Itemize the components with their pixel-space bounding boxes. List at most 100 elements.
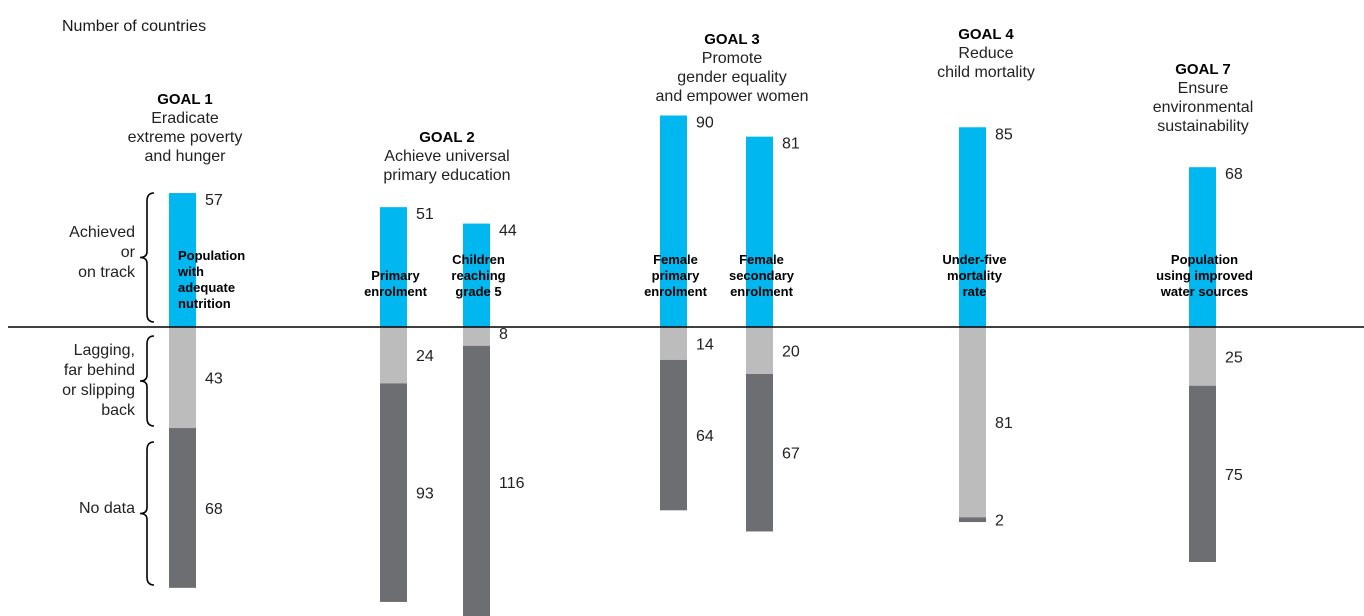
value-lagging-4: 14 <box>696 336 714 353</box>
indicator-label-line: Children <box>452 252 505 267</box>
goal-description-4: Reduce child mortality <box>937 45 1035 81</box>
brace-no-data <box>139 441 155 586</box>
value-achieved-4: 90 <box>696 115 714 132</box>
value-lagging-1: 43 <box>205 371 223 388</box>
status-label-line: back <box>101 402 136 419</box>
bar-no-data-1 <box>169 428 196 588</box>
goal-name-3: GOAL 3 <box>704 31 760 48</box>
goal-description-line: and empower women <box>656 88 809 105</box>
indicator-label-2: Primary enrolment <box>364 268 428 299</box>
indicator-label-line: enrolment <box>644 284 708 299</box>
value-achieved-2: 51 <box>416 206 434 223</box>
indicator-label-line: Under-five <box>942 252 1006 267</box>
goal-description-line: child mortality <box>937 64 1035 81</box>
bar-lagging-4 <box>660 327 687 360</box>
value-no-data-5: 67 <box>782 446 800 463</box>
value-achieved-5: 81 <box>782 136 800 153</box>
bar-achieved-6 <box>959 127 986 327</box>
goal-name-4: GOAL 4 <box>958 26 1014 43</box>
bar-lagging-5 <box>746 327 773 374</box>
status-label-lagging: Lagging, far behind or slipping back <box>62 342 136 419</box>
goal-description-1: Eradicate extreme poverty and hunger <box>128 110 243 165</box>
bar-no-data-3 <box>463 345 490 616</box>
value-no-data-3: 116 <box>499 475 525 492</box>
status-label-line: Lagging, <box>74 342 135 359</box>
value-lagging-7: 25 <box>1225 349 1243 366</box>
value-lagging-2: 24 <box>416 348 434 365</box>
brace-lagging <box>139 335 155 427</box>
goal-description-line: Ensure <box>1178 80 1229 97</box>
indicator-label-line: mortality <box>947 268 1003 283</box>
value-no-data-7: 75 <box>1225 467 1243 484</box>
value-lagging-6: 81 <box>995 415 1013 432</box>
indicator-label-5: Female secondary enrolment <box>729 252 795 299</box>
status-label-line: on track <box>78 264 136 281</box>
goal-description-line: sustainability <box>1157 118 1249 135</box>
bar-no-data-7 <box>1189 385 1216 562</box>
bar-achieved-4 <box>660 115 687 327</box>
bar-lagging-1 <box>169 327 196 429</box>
goal-description-line: extreme poverty <box>128 129 243 146</box>
indicator-label-line: enrolment <box>364 284 428 299</box>
indicator-label-line: using improved <box>1156 268 1253 283</box>
bar-achieved-5 <box>746 136 773 327</box>
goal-description-5: Ensure environmental sustainability <box>1153 80 1254 135</box>
goal-description-line: gender equality <box>677 69 786 86</box>
goal-description-line: environmental <box>1153 99 1254 116</box>
bar-achieved-7 <box>1189 167 1216 327</box>
indicator-label-4: Female primary enrolment <box>644 252 708 299</box>
y-axis-label: Number of countries <box>62 18 206 35</box>
status-label-line: or <box>121 244 136 261</box>
indicator-label-line: water sources <box>1160 284 1248 299</box>
status-label-no-data: No data <box>79 500 135 517</box>
indicator-label-line: secondary <box>729 268 795 283</box>
indicator-label-line: primary <box>652 268 700 283</box>
bar-achieved-3 <box>463 223 490 327</box>
indicator-label-line: Female <box>739 252 784 267</box>
value-lagging-5: 20 <box>782 344 800 361</box>
status-label-line: far behind <box>64 362 135 379</box>
indicator-label-line: enrolment <box>730 284 794 299</box>
bar-no-data-5 <box>746 374 773 532</box>
goal-description-2: Achieve universal primary education <box>383 148 510 184</box>
value-no-data-6: 2 <box>995 513 1004 530</box>
indicator-label-7: Population using improved water sources <box>1156 252 1253 299</box>
indicator-label-line: Population <box>178 248 245 263</box>
status-label-line: Achieved <box>69 224 135 241</box>
bar-achieved-1 <box>169 193 196 327</box>
goal-description-3: Promote gender equality and empower women <box>656 50 809 105</box>
goal-name-1: GOAL 1 <box>157 91 213 108</box>
value-no-data-1: 68 <box>205 501 223 518</box>
bar-no-data-2 <box>380 383 407 602</box>
value-achieved-1: 57 <box>205 192 223 209</box>
indicator-label-line: grade 5 <box>455 284 501 299</box>
indicator-label-3: Children reaching grade 5 <box>451 252 505 299</box>
goal-description-line: Reduce <box>958 45 1013 62</box>
indicator-label-line: with <box>177 264 204 279</box>
indicator-label-6: Under-five mortality rate <box>942 252 1006 299</box>
value-achieved-3: 44 <box>499 223 517 240</box>
bar-lagging-2 <box>380 327 407 384</box>
indicator-label-line: Female <box>653 252 698 267</box>
value-achieved-6: 85 <box>995 126 1013 143</box>
value-lagging-3: 8 <box>499 326 508 343</box>
goal-name-2: GOAL 2 <box>419 129 475 146</box>
status-label-achieved: Achieved or on track <box>69 224 136 281</box>
brace-achieved <box>139 192 155 323</box>
goal-description-line: primary education <box>383 167 510 184</box>
goal-description-line: Promote <box>702 50 763 67</box>
indicator-label-line: reaching <box>451 268 505 283</box>
bar-lagging-3 <box>463 327 490 346</box>
bar-no-data-4 <box>660 359 687 511</box>
status-label-line: No data <box>79 500 135 517</box>
bar-achieved-2 <box>380 207 407 327</box>
indicator-label-line: nutrition <box>178 296 231 311</box>
bar-lagging-6 <box>959 327 986 518</box>
goal-description-line: and hunger <box>145 148 227 165</box>
bar-no-data-6 <box>959 517 986 523</box>
goal-description-line: Achieve universal <box>384 148 509 165</box>
indicator-label-line: rate <box>963 284 987 299</box>
